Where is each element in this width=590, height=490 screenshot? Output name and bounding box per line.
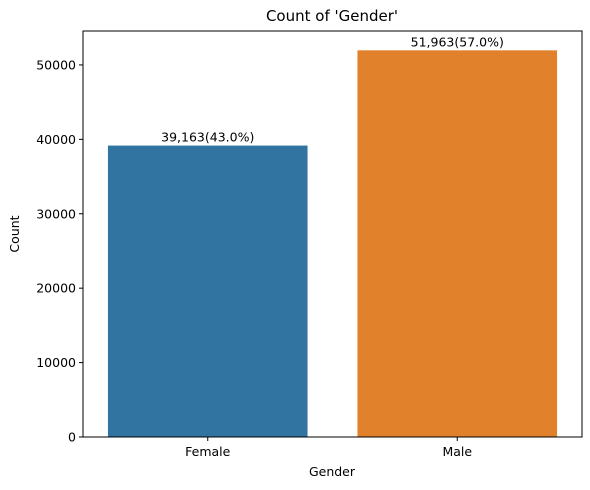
y-tick-label: 50000 bbox=[36, 57, 76, 72]
y-tick-label: 0 bbox=[68, 430, 76, 445]
x-tick-label-male: Male bbox=[442, 444, 472, 459]
x-tick-label-female: Female bbox=[185, 444, 231, 459]
y-tick-label: 20000 bbox=[36, 281, 76, 296]
bar-value-label-female: 39,163(43.0%) bbox=[161, 130, 254, 145]
bars-group bbox=[107, 50, 558, 437]
bar-male bbox=[357, 50, 558, 437]
bar-female bbox=[107, 145, 308, 437]
bar-labels-group: 39,163(43.0%) 51,963(57.0%) bbox=[161, 34, 504, 144]
y-axis-label: Count bbox=[7, 215, 22, 252]
y-axis-ticks: 0 10000 20000 30000 40000 50000 bbox=[36, 57, 83, 445]
bar-value-label-male: 51,963(57.0%) bbox=[411, 34, 504, 49]
plot-frame bbox=[82, 30, 583, 438]
x-axis-ticks: Female Male bbox=[185, 437, 472, 459]
y-tick-label: 40000 bbox=[36, 132, 76, 147]
x-axis-label: Gender bbox=[309, 464, 356, 479]
y-tick-label: 10000 bbox=[36, 355, 76, 370]
y-tick-label: 30000 bbox=[36, 206, 76, 221]
chart-title: Count of 'Gender' bbox=[266, 7, 398, 25]
